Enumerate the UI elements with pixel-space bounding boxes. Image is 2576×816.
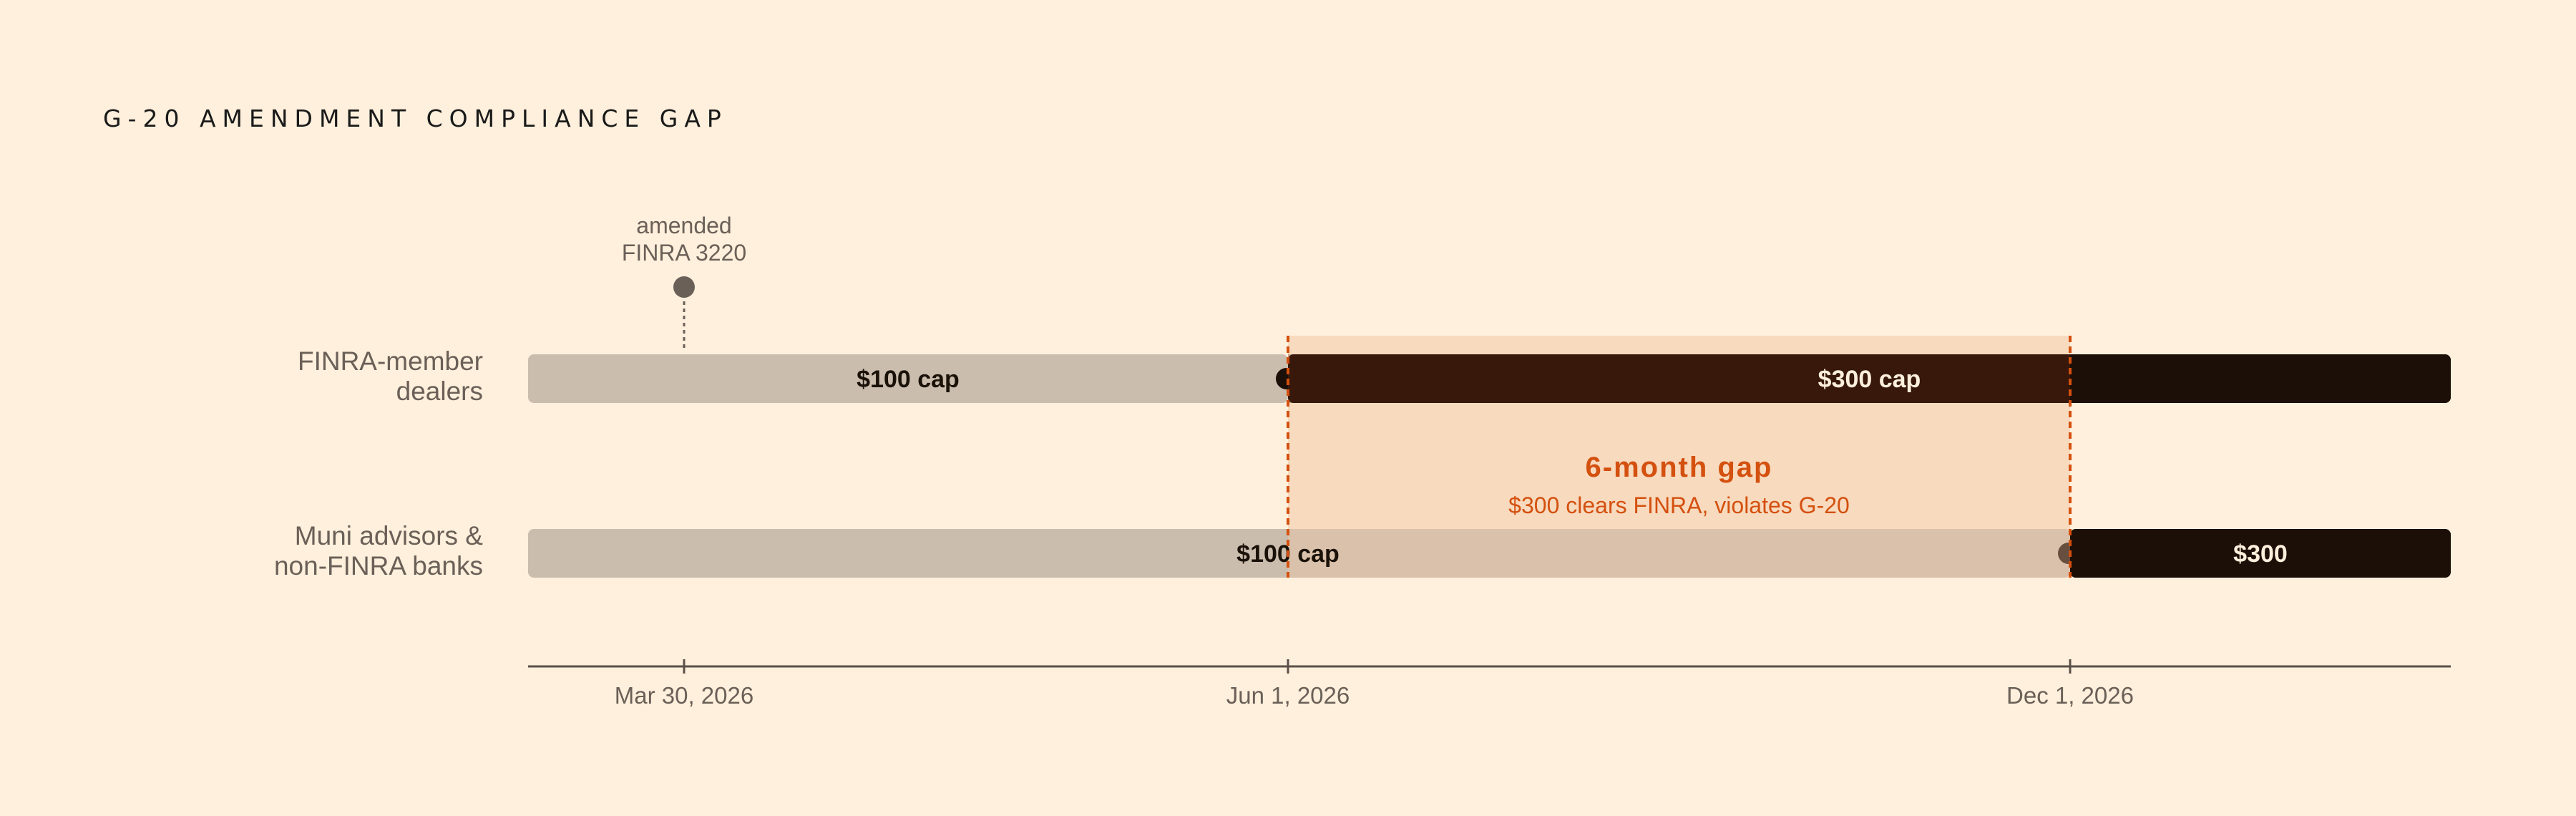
event-0-label-line-0: amended [636, 213, 731, 238]
x-tick-label-1: Jun 1, 2026 [1226, 682, 1350, 709]
x-tick-label-2: Dec 1, 2026 [2006, 682, 2134, 709]
gap-title: 6-month gap [1586, 452, 1773, 483]
row-label-0-line-1: dealers [396, 377, 483, 406]
x-tick-label-0: Mar 30, 2026 [615, 682, 753, 709]
row-label-1-line-1: non-FINRA banks [274, 551, 483, 581]
gap-subtitle: $300 clears FINRA, violates G-20 [1508, 492, 1850, 518]
gap-overlay-row-2 [1288, 529, 2070, 578]
row-0-segment-1-label: $300 cap [1818, 366, 1921, 393]
row-1-segment-1-label: $300 [2233, 540, 2288, 568]
row-1-segment-0-bar [528, 529, 2070, 578]
chart-title: G-20 AMENDMENT COMPLIANCE GAP [103, 105, 728, 132]
row-0-segment-1-bar-top [1288, 354, 2451, 403]
row-0-segment-0-bar [528, 354, 1288, 403]
row-1-segment-1-bar-top [2070, 529, 2451, 578]
row-label-1-line-0: Muni advisors & [295, 521, 484, 550]
row-label-0-line-0: FINRA-member [298, 346, 483, 376]
gap-overlay-row-1 [1288, 354, 2070, 403]
event-0-marker [673, 276, 695, 298]
row-0-segment-0-label: $100 cap [857, 366, 960, 393]
event-0-label-line-1: FINRA 3220 [622, 240, 746, 266]
